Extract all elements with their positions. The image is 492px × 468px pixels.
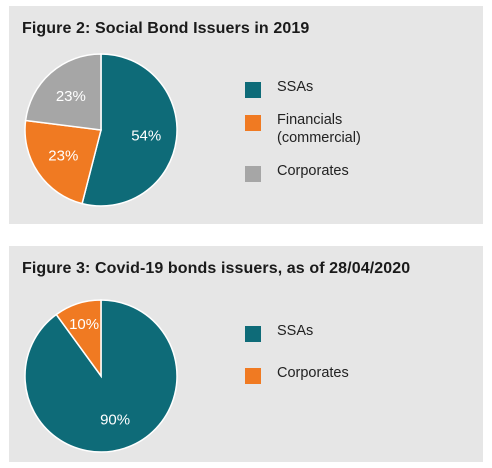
pie-slice-label: 54%: [131, 128, 161, 145]
chart-legend: SSAs Financials (commercial) Corporates: [245, 78, 361, 195]
chart-legend: SSAs Corporates: [245, 322, 349, 406]
pie-chart-social-bonds: 54% 23% 23%: [24, 53, 178, 207]
legend-item-financials: Financials (commercial): [245, 111, 361, 147]
legend-item-corporates: Corporates: [245, 162, 361, 182]
legend-item-corporates: Corporates: [245, 364, 349, 384]
pie-chart-covid-bonds: 90% 10%: [24, 299, 178, 453]
chart-title: Figure 2: Social Bond Issuers in 2019: [22, 20, 310, 37]
pie-slice-corporates: [55, 299, 102, 379]
pie-slice-financials-commercial: [24, 119, 102, 205]
legend-swatch-financials: [245, 115, 261, 131]
legend-item-ssas: SSAs: [245, 78, 361, 98]
chart-panel-covid-bonds: Figure 3: Covid-19 bonds issuers, as of …: [9, 246, 483, 462]
pie-slice-label: 23%: [48, 148, 78, 165]
legend-swatch-corporates: [245, 368, 261, 384]
legend-label: SSAs: [277, 79, 314, 95]
chart-panel-social-bonds: Figure 2: Social Bond Issuers in 2019 54…: [9, 6, 483, 224]
legend-label: Financials (commercial): [277, 112, 361, 146]
pie-slice-label: 10%: [69, 316, 99, 333]
legend-label: Corporates: [277, 163, 349, 179]
legend-swatch-corporates: [245, 166, 261, 182]
legend-label: Corporates: [277, 365, 349, 381]
chart-title: Figure 3: Covid-19 bonds issuers, as of …: [22, 260, 411, 277]
legend-item-ssas: SSAs: [245, 322, 349, 342]
pie-slice-label: 23%: [56, 88, 86, 105]
pie-slice-corporates: [24, 53, 102, 131]
pie-slice-label: 90%: [100, 411, 130, 428]
legend-label: SSAs: [277, 323, 314, 339]
pie-slice-ssas: [81, 53, 178, 207]
legend-swatch-ssas: [245, 326, 261, 342]
legend-swatch-ssas: [245, 82, 261, 98]
